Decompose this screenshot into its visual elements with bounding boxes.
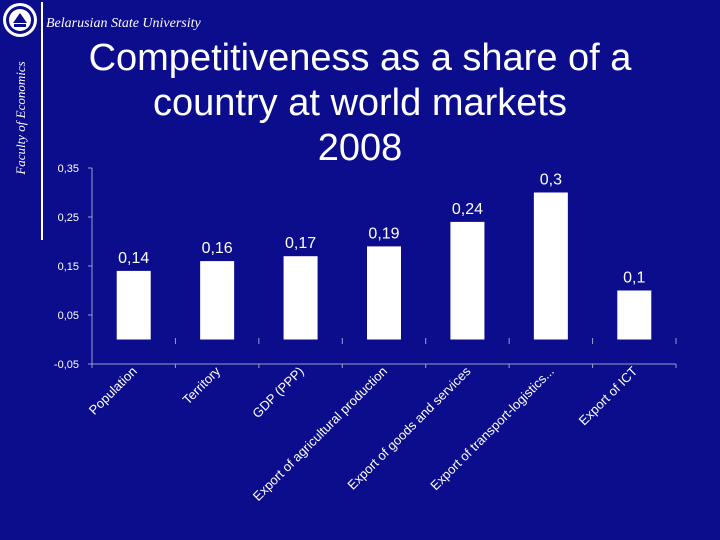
title-line-2: country at world markets xyxy=(153,82,567,124)
university-name: Belarusian State University xyxy=(46,16,201,31)
value-labels: 0,14 0,16 0,17 0,19 0,24 0,3 0,1 xyxy=(118,172,645,287)
category-label: Territory xyxy=(179,363,223,407)
bar xyxy=(617,290,652,340)
x-axis xyxy=(91,338,677,368)
title-line-1: Competitiveness as a share of a xyxy=(88,37,632,79)
category-labels: Population Territory GDP (PPP)Export of ag… xyxy=(86,363,641,504)
category-label: Population xyxy=(86,364,140,418)
bar-value-label: 0,19 xyxy=(368,225,399,242)
bar-value-label: 0,1 xyxy=(623,270,645,287)
bar xyxy=(450,221,485,340)
bar-value-label: 0,17 xyxy=(285,235,316,252)
bar-value-label: 0,24 xyxy=(452,201,483,218)
y-tick-label: -0,05 xyxy=(54,359,79,371)
bar-value-label: 0,16 xyxy=(202,240,233,257)
slide-title: Competitiveness as a share of a country … xyxy=(45,36,675,171)
y-tick-label: 0,35 xyxy=(58,163,79,175)
side-divider xyxy=(41,2,43,240)
bar xyxy=(283,256,318,340)
category-label: GDP (PPP) xyxy=(249,364,306,421)
bar xyxy=(116,270,151,340)
bar-value-label: 0,14 xyxy=(118,250,149,267)
bar-series xyxy=(116,192,652,340)
bar xyxy=(200,261,235,340)
y-axis: -0,05 0,05 0,15 0,25 0,35 xyxy=(54,163,93,371)
y-tick-label: 0,25 xyxy=(58,212,79,224)
university-logo xyxy=(3,3,37,37)
bar-value-label: 0,3 xyxy=(540,172,562,189)
category-label: Export of ICT xyxy=(576,363,641,428)
bar xyxy=(533,192,568,340)
category-label: Export of agricultural production xyxy=(250,364,390,504)
bar xyxy=(367,246,401,340)
title-line-3: 2008 xyxy=(317,127,403,169)
y-tick-label: 0,05 xyxy=(58,310,79,322)
y-tick-label: 0,15 xyxy=(58,261,79,273)
